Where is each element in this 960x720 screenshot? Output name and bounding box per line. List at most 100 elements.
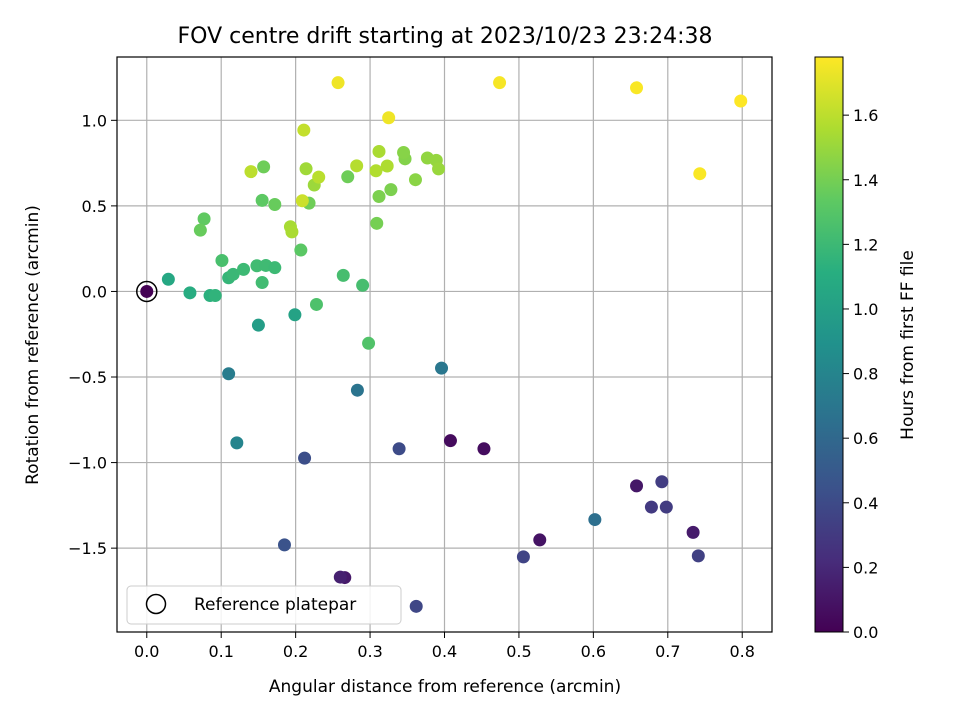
data-point — [333, 570, 347, 584]
data-points — [161, 76, 748, 613]
data-point — [193, 223, 207, 237]
x-tick-label: 0.3 — [357, 642, 382, 661]
data-point — [295, 194, 309, 208]
data-point — [370, 216, 384, 230]
data-point — [237, 262, 251, 276]
data-point — [409, 599, 423, 613]
data-point — [372, 144, 386, 158]
data-point — [435, 361, 449, 375]
data-point — [208, 289, 222, 303]
data-point — [255, 193, 269, 207]
data-point — [331, 76, 345, 90]
data-point — [380, 159, 394, 173]
data-point — [285, 225, 299, 239]
y-tick-label: 0.0 — [82, 282, 107, 301]
reference-point — [140, 284, 154, 298]
x-tick-label: 0.6 — [581, 642, 606, 661]
legend-marker — [145, 593, 167, 615]
legend-box — [126, 585, 402, 625]
data-point — [255, 276, 269, 290]
data-point — [309, 297, 323, 311]
data-point — [382, 111, 396, 125]
data-point — [230, 436, 244, 450]
x-tick-label: 0.4 — [432, 642, 457, 661]
data-point — [493, 76, 507, 90]
data-point — [350, 383, 364, 397]
data-point — [226, 267, 240, 281]
data-point — [222, 367, 236, 381]
data-point — [244, 165, 258, 179]
data-point — [350, 159, 364, 173]
data-point — [294, 243, 308, 257]
data-point — [298, 451, 312, 465]
colorbar-tick-label: 0.0 — [853, 623, 878, 642]
data-point — [686, 525, 700, 539]
colorbar-gradient — [815, 57, 843, 632]
x-tick-label: 0.8 — [730, 642, 755, 661]
colorbar-tick-label: 1.4 — [853, 171, 878, 190]
x-axis-label: Angular distance from reference (arcmin) — [269, 677, 621, 697]
data-point — [197, 212, 211, 226]
colorbar-frame — [814, 56, 844, 633]
y-axis-ticks: −1.5 −1.0 −0.5 0.0 0.5 1.0 — [68, 111, 117, 558]
data-point — [659, 500, 673, 514]
data-point — [268, 198, 282, 212]
y-axis-label: Rotation from reference (arcmin) — [23, 205, 43, 485]
data-point — [362, 336, 376, 350]
colorbar-label: Hours from first FF file — [898, 250, 918, 440]
x-tick-label: 0.7 — [655, 642, 680, 661]
data-point — [161, 272, 175, 286]
data-point — [691, 549, 705, 563]
data-point — [312, 170, 326, 184]
colorbar-tick-label: 0.6 — [853, 429, 878, 448]
reference-ring — [136, 280, 158, 303]
colorbar: 0.0 0.2 0.4 0.6 0.8 1.0 1.2 1.4 1.6 Hours from f… — [814, 56, 918, 642]
colorbar-tick-label: 0.8 — [853, 365, 878, 384]
x-tick-label: 0.0 — [134, 642, 159, 661]
data-point — [432, 162, 446, 176]
data-point — [277, 538, 291, 552]
data-point — [397, 145, 411, 159]
reference-marker — [136, 280, 158, 303]
colorbar-tick-label: 1.2 — [853, 235, 878, 254]
data-point — [299, 162, 313, 176]
data-point — [644, 500, 658, 514]
data-point — [630, 81, 644, 95]
data-point — [341, 170, 355, 184]
x-tick-label: 0.1 — [208, 642, 233, 661]
data-point — [655, 475, 669, 489]
data-point — [533, 533, 547, 547]
data-point — [288, 308, 302, 322]
data-point — [251, 318, 265, 332]
x-axis-ticks: 0.0 0.1 0.2 0.3 0.4 0.5 0.6 0.7 0.8 — [134, 632, 755, 661]
x-tick-label: 0.2 — [283, 642, 308, 661]
legend: Reference platepar — [126, 585, 402, 625]
data-point — [372, 189, 386, 203]
data-point — [588, 513, 602, 527]
data-point — [369, 164, 383, 178]
colorbar-tick-label: 1.6 — [853, 106, 878, 125]
data-point — [384, 183, 398, 197]
x-tick-label: 0.5 — [506, 642, 531, 661]
colorbar-tick-label: 0.2 — [853, 558, 878, 577]
data-point — [477, 442, 491, 456]
colorbar-ticks: 0.0 0.2 0.4 0.6 0.8 1.0 1.2 1.4 1.6 — [843, 106, 878, 642]
legend-label: Reference platepar — [194, 595, 356, 615]
data-point — [734, 94, 748, 108]
y-tick-label: 1.0 — [82, 111, 107, 130]
y-tick-label: −0.5 — [68, 368, 107, 387]
y-tick-label: 0.5 — [82, 197, 107, 216]
chart-title: FOV centre drift starting at 2023/10/23 … — [178, 24, 713, 49]
data-point — [516, 550, 530, 564]
colorbar-tick-label: 1.0 — [853, 300, 878, 319]
data-point — [443, 434, 457, 448]
data-point — [257, 160, 271, 174]
data-point — [392, 442, 406, 456]
grid-lines — [117, 57, 772, 632]
y-tick-label: −1.5 — [68, 539, 107, 558]
data-point — [356, 278, 370, 292]
colorbar-tick-label: 0.4 — [853, 494, 878, 513]
data-point — [336, 268, 350, 282]
data-point — [215, 253, 229, 267]
